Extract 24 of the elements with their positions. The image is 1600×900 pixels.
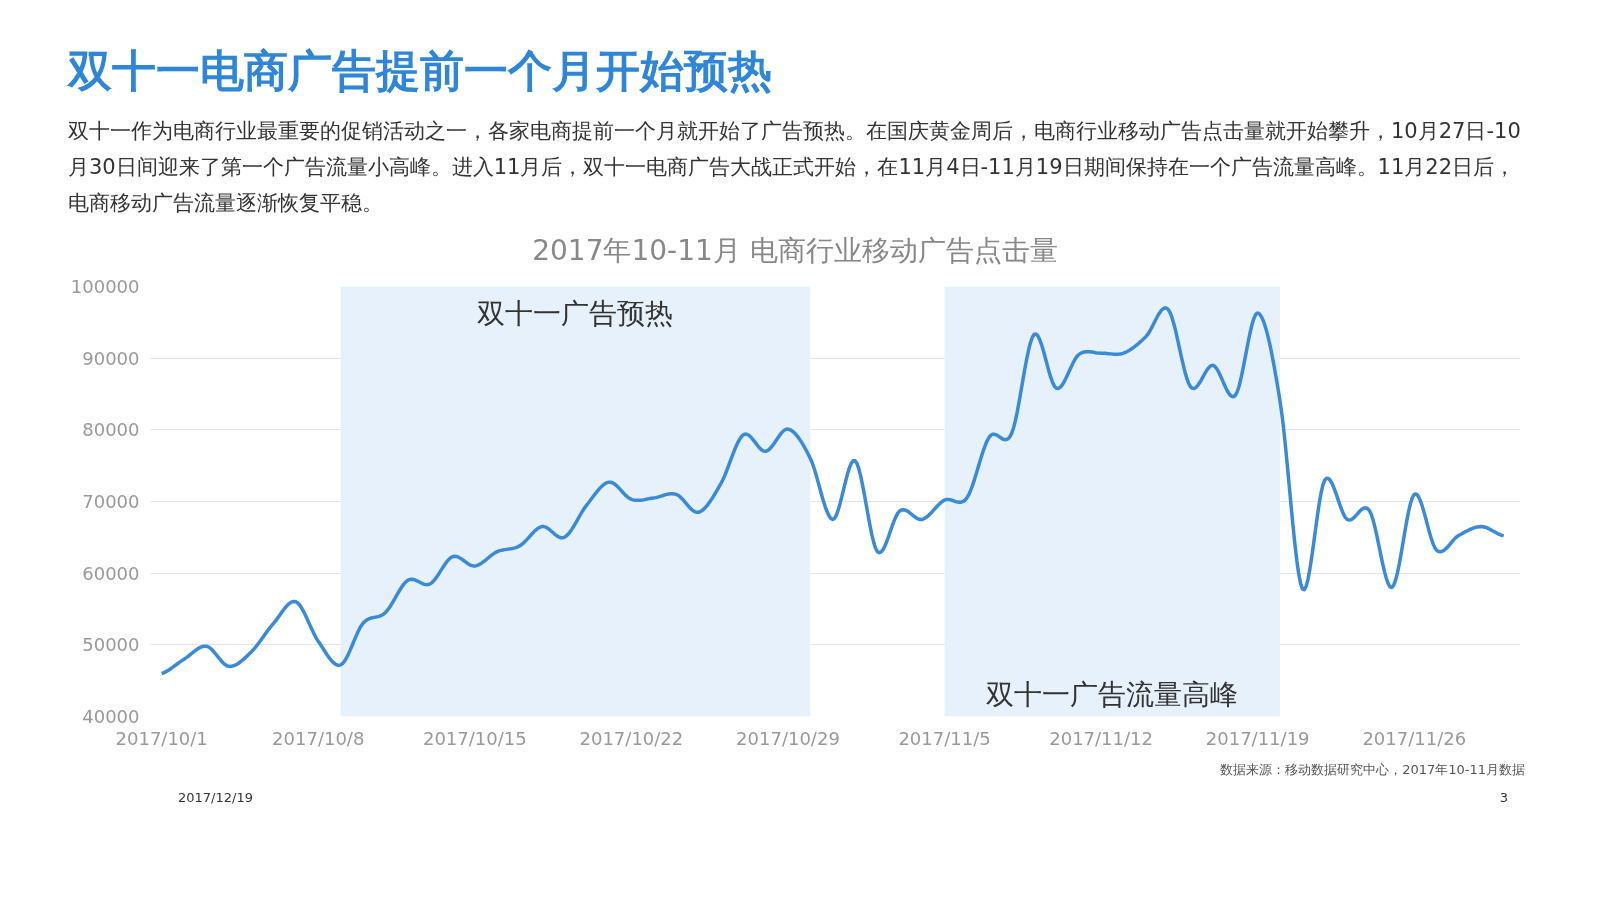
y-tick-label: 60000 <box>82 562 140 584</box>
y-tick-label: 80000 <box>82 419 140 441</box>
text: 3 <box>1499 789 1508 808</box>
y-tick-label: 100000 <box>70 275 140 297</box>
y-tick-label: 50000 <box>82 634 140 656</box>
text: 2017年10-11月 电商行业移动广告点击量 <box>532 232 1058 269</box>
x-tick-label: 2017/11/26 <box>1362 727 1467 749</box>
x-tick-label: 2017/11/12 <box>1049 727 1153 749</box>
x-tick-label: 2017/10/15 <box>422 727 527 749</box>
x-tick-label: 2017/10/22 <box>579 727 684 749</box>
x-tick-label: 2017/11/5 <box>898 727 991 749</box>
y-tick-label: 70000 <box>82 490 140 512</box>
y-tick-label: 40000 <box>82 705 140 727</box>
source-note: 数据来源：移动数据研究中心，2017年10-11月数据 <box>1220 760 1525 779</box>
x-tick-label: 2017/10/1 <box>115 727 208 749</box>
chart-title: 双十一电商广告提前一个月开始预热 <box>68 44 772 98</box>
y-tick-label: 90000 <box>82 347 140 369</box>
x-tick-label: 2017/10/8 <box>272 727 365 749</box>
band-label: 双十一广告预热 <box>477 296 674 330</box>
x-tick-label: 2017/10/29 <box>736 727 840 749</box>
x-tick-label: 2017/11/19 <box>1205 727 1310 749</box>
text: 2017/12/19 <box>178 789 253 808</box>
chart-subtitle: 双十一作为电商行业最重要的促销活动之一，各家电商提前一个月就开始了广告预热。在国庆黄金周后，电商行业移动广告点击量就开始攀升，10月27日-10月30日间迎来了第一个广告流量小高峰。进入11月后，双十一电商广告大战正式开始，在11月4日-11月19日期间保持在一个广告流量高峰。11月22日后，电商移动广告流量逐渐恢复平稳。 <box>68 117 1522 217</box>
band-label: 双十一广告流量高峰 <box>986 677 1239 711</box>
